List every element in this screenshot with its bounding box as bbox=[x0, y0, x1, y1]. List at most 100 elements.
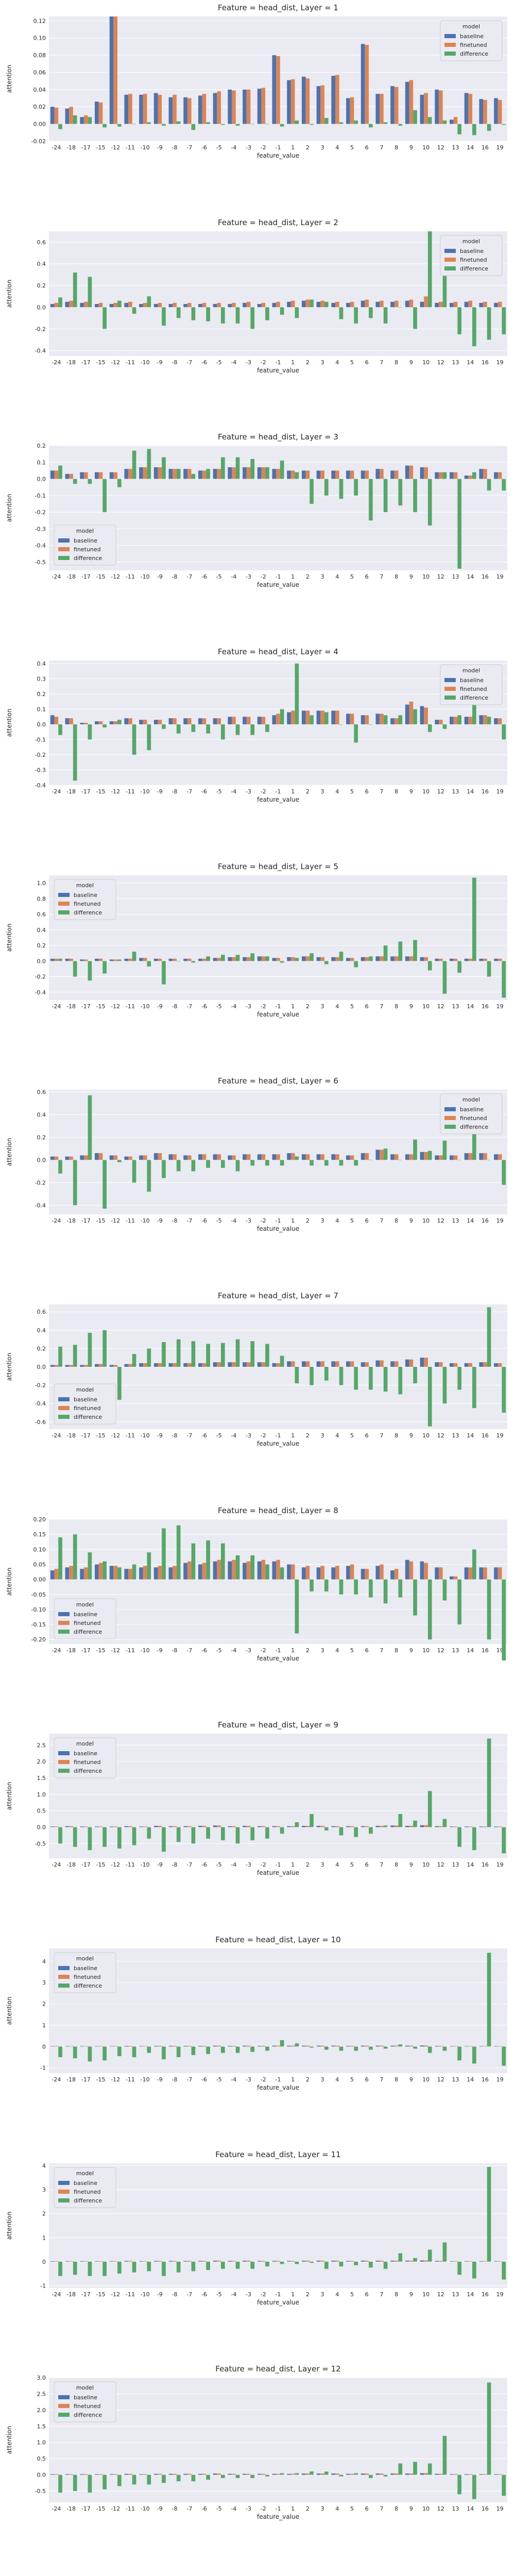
bar-finetuned bbox=[217, 957, 221, 961]
bar-baseline bbox=[435, 89, 439, 124]
x-tick-label: 7 bbox=[380, 144, 383, 151]
bar-baseline bbox=[435, 1826, 439, 1827]
bar-difference bbox=[354, 1366, 358, 1390]
x-tick-label: -12 bbox=[111, 144, 120, 151]
x-tick-label: 3 bbox=[321, 2076, 324, 2083]
x-tick-label: -1 bbox=[276, 359, 281, 366]
bar-finetuned bbox=[202, 958, 207, 961]
bar-difference bbox=[413, 1140, 417, 1160]
bar-finetuned bbox=[83, 959, 88, 961]
bar-baseline bbox=[139, 957, 143, 961]
bar-baseline bbox=[464, 301, 469, 307]
bar-baseline bbox=[360, 1362, 365, 1367]
x-tick-label: 6 bbox=[365, 788, 369, 795]
bar-finetuned bbox=[335, 2260, 339, 2262]
y-axis-label: attention bbox=[6, 709, 13, 737]
x-tick-label: 14 bbox=[467, 1003, 474, 1010]
bar-finetuned bbox=[276, 1560, 280, 1580]
legend-title: model bbox=[76, 2170, 94, 2177]
bar-baseline bbox=[183, 1563, 187, 1580]
bar-finetuned bbox=[290, 1564, 295, 1580]
series-baseline bbox=[50, 1358, 498, 1367]
bar-difference bbox=[472, 2475, 476, 2500]
bar-finetuned bbox=[276, 2045, 280, 2047]
bar-baseline bbox=[168, 958, 173, 961]
bar-finetuned bbox=[453, 472, 458, 479]
bar-baseline bbox=[139, 303, 143, 307]
bar-difference bbox=[117, 2261, 122, 2274]
bar-baseline bbox=[243, 717, 247, 724]
x-tick-label: 4 bbox=[335, 359, 339, 366]
x-tick-label: -9 bbox=[157, 2505, 163, 2512]
bar-finetuned bbox=[305, 956, 310, 961]
bar-finetuned bbox=[290, 2474, 295, 2475]
bar-baseline bbox=[450, 958, 454, 961]
bar-difference bbox=[427, 2249, 432, 2262]
bar-finetuned bbox=[394, 1361, 399, 1367]
bar-finetuned bbox=[261, 1560, 266, 1580]
bar-difference bbox=[88, 1333, 92, 1367]
y-tick-label: 0 bbox=[42, 2043, 46, 2050]
x-tick-label: -9 bbox=[157, 2291, 163, 2298]
bar-baseline bbox=[124, 718, 129, 724]
x-tick-label: -11 bbox=[126, 573, 135, 580]
x-tick-label: 6 bbox=[365, 2076, 369, 2083]
legend-box bbox=[54, 2167, 116, 2208]
bar-baseline bbox=[435, 302, 439, 307]
bar-finetuned bbox=[438, 1826, 443, 1827]
bar-difference bbox=[324, 479, 329, 496]
bar-difference bbox=[191, 474, 196, 479]
bar-baseline bbox=[301, 2260, 306, 2262]
legend-title: model bbox=[76, 882, 94, 889]
bar-baseline bbox=[153, 1153, 158, 1160]
series-difference bbox=[58, 231, 506, 346]
bar-finetuned bbox=[143, 302, 147, 307]
bar-difference bbox=[250, 1160, 255, 1166]
bar-baseline bbox=[168, 1363, 173, 1367]
bar-finetuned bbox=[497, 1154, 502, 1160]
x-tick-label: 1 bbox=[291, 1217, 295, 1224]
legend-swatch-difference bbox=[58, 1629, 70, 1634]
bar-difference bbox=[398, 1366, 403, 1395]
x-tick-label: 9 bbox=[409, 2505, 413, 2512]
x-tick-label: -2 bbox=[261, 1432, 266, 1439]
legend-swatch-difference bbox=[58, 2413, 70, 2417]
bar-finetuned bbox=[217, 2473, 221, 2475]
x-tick-label: 13 bbox=[452, 1861, 459, 1868]
bar-finetuned bbox=[217, 1560, 221, 1580]
bar-finetuned bbox=[305, 299, 310, 307]
y-tick-label: 0.05 bbox=[33, 1561, 46, 1568]
bar-baseline bbox=[390, 1825, 394, 1827]
bar-finetuned bbox=[305, 78, 310, 124]
y-tick-label: -0.3 bbox=[35, 767, 46, 773]
x-tick-label: -18 bbox=[66, 788, 76, 795]
bar-finetuned bbox=[290, 1153, 295, 1160]
plot-area bbox=[49, 231, 507, 356]
bar-baseline bbox=[153, 2474, 158, 2475]
bar-baseline bbox=[316, 2045, 321, 2047]
x-tick-label: -12 bbox=[111, 1003, 120, 1010]
bar-baseline bbox=[153, 93, 158, 124]
bar-baseline bbox=[390, 470, 394, 479]
legend-entry-difference: difference bbox=[460, 265, 488, 272]
x-tick-label: -10 bbox=[141, 1432, 150, 1439]
bar-baseline bbox=[420, 1358, 424, 1367]
x-tick-label: 3 bbox=[321, 1861, 324, 1868]
y-tick-label: 0.2 bbox=[37, 443, 46, 449]
legend-title: model bbox=[76, 528, 94, 534]
x-tick-label: 9 bbox=[409, 1217, 413, 1224]
series-difference bbox=[58, 663, 506, 781]
x-tick-label: -10 bbox=[141, 144, 150, 151]
x-tick-label: 13 bbox=[452, 144, 459, 151]
bar-finetuned bbox=[187, 718, 192, 724]
plot-area bbox=[49, 875, 507, 1000]
bar-difference bbox=[220, 1343, 225, 1367]
bar-baseline bbox=[80, 722, 84, 724]
x-tick-label: -17 bbox=[81, 1432, 91, 1439]
bar-difference bbox=[442, 1819, 447, 1827]
x-tick-label: 10 bbox=[422, 2291, 430, 2298]
bar-finetuned bbox=[320, 957, 324, 961]
bar-difference bbox=[280, 461, 284, 479]
